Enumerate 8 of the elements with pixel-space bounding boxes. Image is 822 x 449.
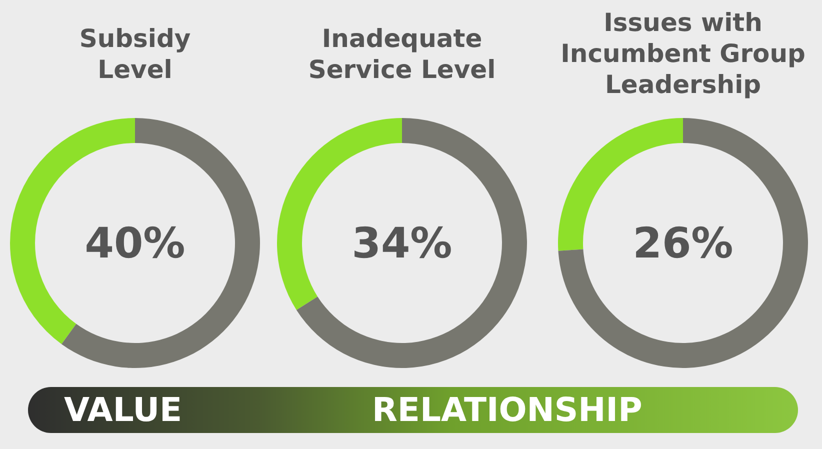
data-label: 34% [352,218,452,268]
text: VALUE [64,390,182,429]
text: RELATIONSHIP [372,390,642,429]
chart-title: Inadequate Service Level [308,24,496,84]
chart-title: Issues with Incumbent Group Leadership [560,8,806,99]
chart-title: Subsidy Level [79,24,191,84]
data-label: 26% [632,218,734,268]
data-label: 40% [84,218,186,268]
